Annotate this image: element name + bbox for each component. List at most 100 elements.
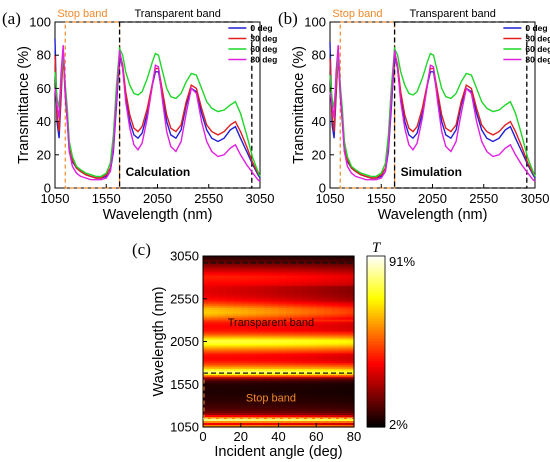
colorbar-step	[367, 409, 385, 414]
heatmap-cell	[331, 409, 340, 412]
heatmap-cell	[293, 393, 302, 396]
heatmap-cell	[270, 401, 280, 404]
heatmap-cell	[233, 409, 242, 412]
heatmap-cell	[233, 325, 242, 329]
heatmap-cell	[225, 395, 234, 398]
heatmap-cell	[316, 345, 325, 349]
heatmap-cell	[203, 413, 212, 416]
heatmap-cell	[248, 289, 257, 293]
heatmap-cell	[323, 265, 332, 269]
heatmap-cell	[263, 411, 272, 414]
heatmap-cell	[293, 349, 302, 353]
colorbar-step	[367, 401, 385, 405]
heatmap-cell	[248, 369, 257, 372]
heatmap-cell	[308, 403, 317, 406]
heatmap-cell	[338, 321, 348, 325]
heatmap-cell	[255, 377, 264, 380]
heatmap-cell	[346, 339, 355, 343]
heatmap-cell	[278, 261, 287, 265]
heatmap-cell	[338, 269, 348, 273]
heatmap-cell	[346, 395, 355, 398]
heatmap-cell	[233, 317, 242, 321]
heatmap-cell	[248, 421, 257, 424]
heatmap-cell	[301, 335, 310, 339]
heatmap-cell	[218, 333, 227, 337]
heatmap-cell	[286, 273, 295, 277]
heatmap-cell	[210, 259, 219, 263]
heatmap-cell	[255, 423, 264, 426]
heatmap-cell	[240, 257, 249, 261]
heatmap-cell	[323, 303, 332, 307]
heatmap-cell	[225, 317, 234, 321]
heatmap-cell	[293, 321, 302, 325]
heatmap-cell	[286, 345, 295, 349]
heatmap-cell	[203, 419, 212, 422]
heatmap-cell	[301, 279, 310, 283]
heatmap-cell	[270, 283, 280, 287]
heatmap-cell	[323, 387, 332, 390]
heatmap-cell	[338, 383, 348, 386]
heatmap-cell	[210, 349, 219, 353]
heatmap-cell	[210, 337, 219, 341]
heatmap-cell	[240, 323, 249, 327]
heatmap-cell	[331, 407, 340, 410]
heatmap-cell	[218, 357, 227, 360]
heatmap-cell	[293, 309, 302, 313]
heatmap-cell	[225, 411, 234, 414]
heatmap-cell	[240, 369, 249, 372]
heatmap-cell	[301, 305, 310, 309]
heatmap-cell	[286, 329, 295, 333]
heatmap-cell	[293, 335, 302, 339]
heatmap-cell	[270, 407, 280, 410]
heatmap-cell	[301, 425, 310, 428]
heatmap-cell	[255, 305, 264, 309]
heatmap-cell	[263, 273, 272, 277]
heatmap-cell	[203, 269, 212, 273]
heatmap-cell	[218, 367, 227, 370]
heatmap-cell	[270, 335, 280, 339]
heatmap-cell	[338, 375, 348, 378]
heatmap-cell	[225, 403, 234, 406]
heatmap-cell	[210, 377, 219, 380]
heatmap-cell	[338, 299, 348, 303]
heatmap-cell	[203, 293, 212, 297]
heatmap-cell	[240, 381, 249, 384]
y-axis-label: Transmittance (%)	[16, 46, 32, 164]
heatmap-cell	[301, 291, 310, 295]
heatmap-cell	[278, 323, 287, 327]
heatmap-cell	[331, 383, 340, 386]
heatmap-cell	[270, 393, 280, 396]
heatmap-cell	[270, 269, 280, 273]
heatmap-cell	[286, 387, 295, 390]
heatmap-cell	[338, 395, 348, 398]
heatmap-cell	[210, 341, 219, 345]
heatmap-cell	[293, 261, 302, 265]
heatmap-cell	[308, 259, 317, 263]
heatmap-cell	[255, 307, 264, 311]
heatmap-cell	[270, 256, 280, 259]
heatmap-cell	[331, 345, 340, 349]
heatmap-cell	[301, 323, 310, 327]
heatmap-cells	[203, 256, 355, 428]
heatmap-cell	[278, 411, 287, 414]
heatmap-cell	[316, 329, 325, 333]
heatmap-cell	[286, 339, 295, 343]
heatmap-cell	[255, 303, 264, 307]
heatmap-cell	[203, 285, 212, 289]
heatmap-cell	[308, 417, 317, 420]
heatmap-cell	[308, 381, 317, 384]
heatmap-cell	[255, 369, 264, 372]
heatmap-cell	[248, 345, 257, 349]
heatmap-cell	[293, 275, 302, 279]
heatmap-cell	[270, 351, 280, 355]
heatmap-cell	[293, 287, 302, 291]
heatmap-cell	[233, 305, 242, 309]
heatmap-cell	[338, 331, 348, 335]
heatmap-cell	[278, 397, 287, 400]
heatmap-cell	[225, 295, 234, 299]
heatmap-cell	[203, 351, 212, 355]
heatmap-cell	[248, 327, 257, 331]
heatmap-cell	[293, 357, 302, 360]
heatmap-cell	[293, 351, 302, 355]
heatmap-cell	[225, 269, 234, 273]
